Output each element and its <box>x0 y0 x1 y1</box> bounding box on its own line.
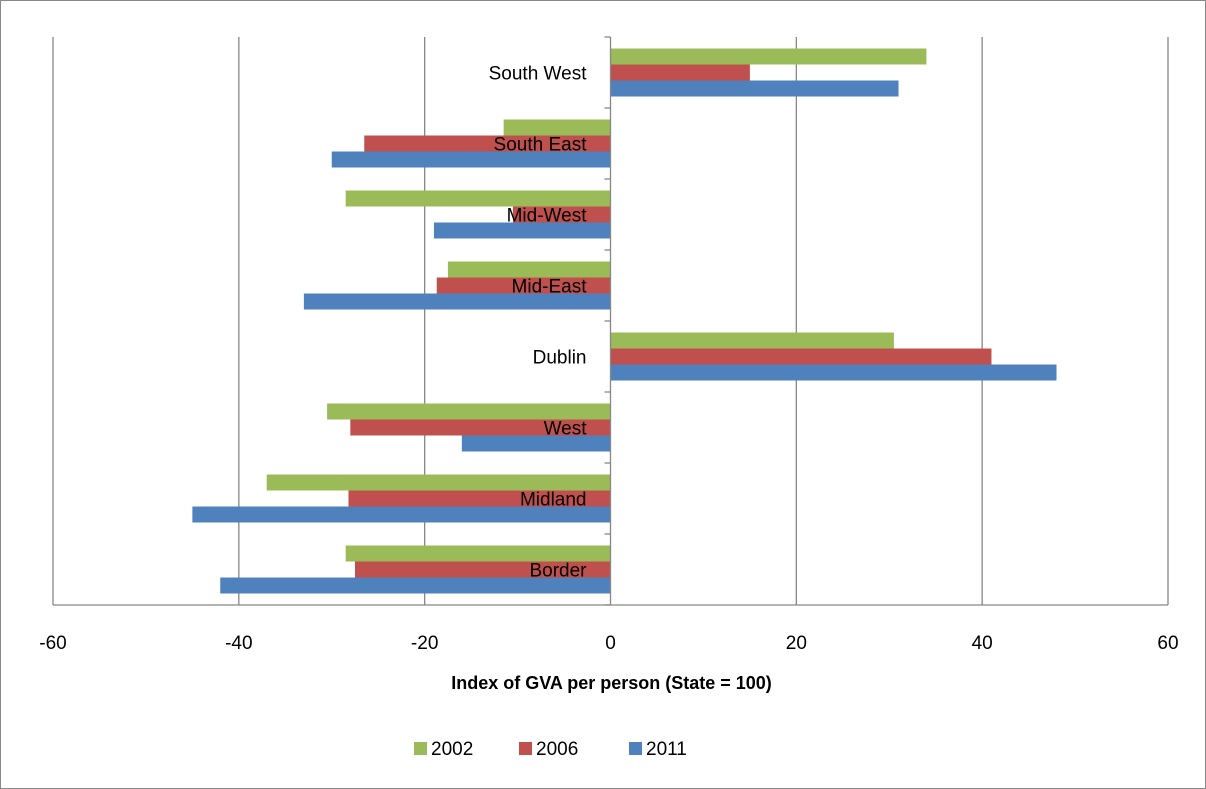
x-tick-label: 20 <box>786 633 807 654</box>
bar <box>610 48 927 65</box>
x-axis-title: Index of GVA per person (State = 100) <box>451 673 772 693</box>
bar <box>327 403 611 420</box>
bar <box>331 151 611 168</box>
category-label: Midland <box>520 490 587 511</box>
bars <box>192 48 1057 594</box>
bar <box>610 332 894 349</box>
bar <box>345 190 611 207</box>
bar <box>350 419 611 436</box>
category-label: South West <box>489 64 588 85</box>
bar <box>192 506 611 523</box>
bar <box>512 206 611 223</box>
bar <box>345 545 611 562</box>
category-label: Border <box>529 561 587 582</box>
bar <box>364 135 611 152</box>
bar <box>447 261 611 278</box>
x-tick-label: 0 <box>605 633 616 654</box>
bar <box>610 64 750 81</box>
gridlines <box>52 37 1169 605</box>
category-label: West <box>544 419 588 440</box>
bar <box>610 364 1057 381</box>
legend-swatch <box>629 742 642 755</box>
x-tick-label: 40 <box>972 633 993 654</box>
category-label: Dublin <box>533 348 587 369</box>
bar <box>354 561 611 578</box>
legend-label: 2002 <box>431 739 473 760</box>
bar <box>266 474 611 491</box>
x-tick-label: -40 <box>225 633 252 654</box>
bar <box>610 80 899 97</box>
bar <box>433 222 611 239</box>
legend-swatch <box>414 742 427 755</box>
bar <box>436 277 611 294</box>
legend: 2002 2006 2011 <box>414 739 687 760</box>
bar <box>348 490 611 507</box>
axes <box>53 36 1168 606</box>
bar <box>503 119 611 136</box>
labels: -60 -40 -20 0 20 40 60 Border Midland West Dublin M… <box>39 64 1178 655</box>
bar <box>303 293 611 310</box>
category-label: South East <box>494 135 588 156</box>
x-tick-label: 60 <box>1157 633 1178 654</box>
bar <box>461 435 611 452</box>
category-label: Mid-East <box>512 277 588 298</box>
legend-swatch <box>519 742 532 755</box>
x-tick-label: -60 <box>39 633 66 654</box>
legend-label: 2011 <box>646 739 687 760</box>
category-label: Mid-West <box>507 206 588 227</box>
bar <box>610 348 992 365</box>
x-tick-label: -20 <box>411 633 438 654</box>
bar <box>220 577 611 594</box>
legend-label: 2006 <box>536 739 578 760</box>
